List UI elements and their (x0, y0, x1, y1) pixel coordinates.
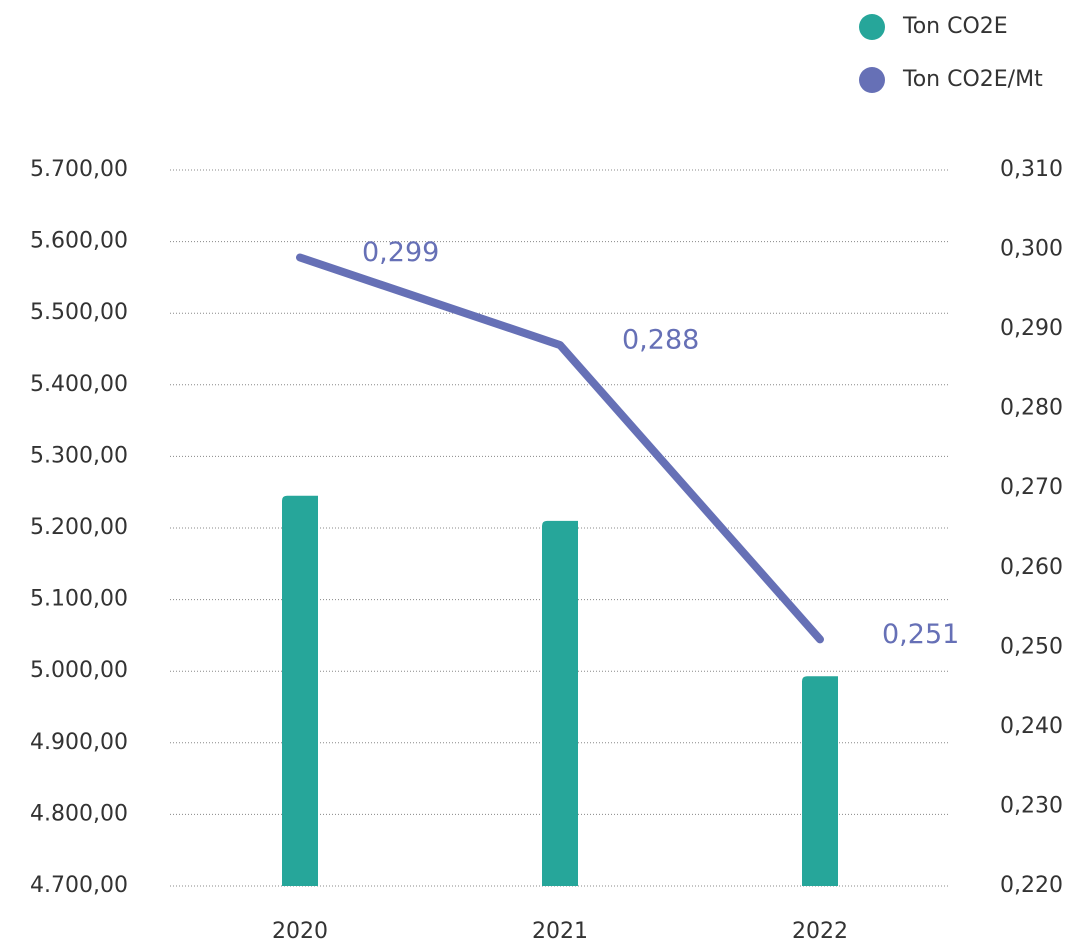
data-label: 0,251 (882, 619, 959, 650)
y-tick-label: 5.000,00 (30, 658, 128, 683)
bar (802, 676, 838, 886)
y-tick-label: 5.100,00 (30, 587, 128, 612)
y-tick-label: 5.200,00 (30, 515, 128, 540)
y-tick-label: 5.400,00 (30, 372, 128, 397)
y-tick-label: 5.600,00 (30, 229, 128, 254)
y-tick-label: 4.900,00 (30, 730, 128, 755)
y2-tick-label: 0,230 (1000, 793, 1063, 818)
line (296, 253, 824, 644)
y2-tick-label: 0,270 (1000, 475, 1063, 500)
y2-tick-label: 0,260 (1000, 555, 1063, 580)
y-tick-label: 5.700,00 (30, 157, 128, 182)
legend-marker (859, 14, 885, 40)
data-label: 0,288 (622, 325, 699, 356)
x-tick-label: 2022 (792, 919, 848, 944)
y2-tick-label: 0,240 (1000, 714, 1063, 739)
legend-marker (859, 67, 885, 93)
y2-tick-label: 0,300 (1000, 237, 1063, 262)
bar (282, 495, 318, 886)
y2-tick-label: 0,250 (1000, 634, 1063, 659)
y2-tick-label: 0,220 (1000, 873, 1063, 898)
bar (542, 520, 578, 886)
y2-tick-label: 0,310 (1000, 157, 1063, 182)
y-tick-label: 4.800,00 (30, 801, 128, 826)
legend-label: Ton CO2E/Mt (902, 67, 1043, 92)
x-tick-label: 2021 (532, 919, 588, 944)
y-tick-label: 5.500,00 (30, 300, 128, 325)
x-tick-label: 2020 (272, 919, 328, 944)
y-tick-label: 5.300,00 (30, 443, 128, 468)
y-tick-label: 4.700,00 (30, 873, 128, 898)
y2-tick-label: 0,280 (1000, 396, 1063, 421)
legend-label: Ton CO2E (902, 14, 1008, 39)
y2-tick-label: 0,290 (1000, 316, 1063, 341)
data-label: 0,299 (362, 237, 439, 268)
